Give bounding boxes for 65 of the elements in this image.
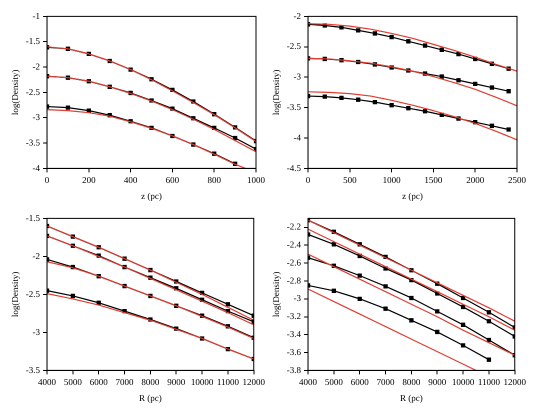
x-tick-label: 4000 [299,377,318,388]
y-tick-label: -2.6 [286,257,302,268]
x-tick-label: 7000 [116,377,134,388]
y-tick-label: -3.8 [286,364,302,375]
y-axis-title: log(Density) [10,70,20,116]
x-tick-label: 12000 [242,377,266,388]
x-tick-label: 8000 [402,377,421,388]
y-tick-label: -3.5 [286,102,302,112]
x-tick-label: 600 [166,175,180,186]
y-tick-label: -4 [294,132,302,142]
y-tick-label: -3 [294,293,302,304]
y-tick-label: -2.4 [286,240,302,250]
x-axis-title: z (pc) [402,190,423,201]
y-axis-title: log(Density) [270,272,281,318]
x-tick-label: 200 [82,175,96,186]
x-tick-label: 1000 [247,175,266,186]
y-tick-label: -3.5 [26,137,41,148]
y-tick-label: -2.5 [26,86,41,97]
y-tick-label: -2.2 [286,222,302,232]
x-axis-title: z (pc) [141,190,162,201]
x-tick-label: 800 [207,175,222,186]
x-axis-title: R (pc) [139,392,162,403]
y-tick-label: -3.5 [26,364,41,375]
y-axis-title: log(Density) [10,272,20,318]
y-axis-title: log(Density) [270,70,281,116]
x-tick-label: 9000 [167,377,186,388]
x-tick-label: 12000 [504,377,526,388]
x-axis-title: R (pc) [400,392,423,403]
y-tick-label: -2.5 [286,41,302,52]
y-tick-label: -1 [32,10,40,21]
x-tick-label: 11000 [478,377,500,388]
x-tick-label: 0 [44,175,50,186]
x-tick-label: 6000 [350,377,370,388]
y-tick-label: -4 [32,162,41,173]
x-tick-label: 8000 [141,377,160,388]
x-tick-label: 7000 [376,377,396,388]
x-tick-label: 500 [343,175,358,186]
x-tick-label: 5000 [324,377,344,388]
x-tick-label: 9000 [428,377,447,388]
y-tick-label: -2.8 [286,275,302,286]
y-tick-label: -3 [32,112,41,122]
x-tick-label: 4000 [38,377,57,388]
x-tick-label: 400 [124,175,138,186]
y-tick-label: -3 [32,326,41,337]
y-tick-label: -2 [294,10,302,21]
y-tick-label: -2 [32,61,40,72]
x-tick-label: 11000 [216,377,240,388]
x-tick-label: 5000 [64,377,82,388]
y-tick-label: -1.5 [26,36,41,46]
y-tick-label: -3.2 [286,311,302,322]
y-tick-label: -3.6 [286,346,302,357]
y-tick-label: -3.4 [286,328,302,339]
x-tick-label: 2500 [508,175,526,186]
x-tick-label: 6000 [90,377,108,388]
y-tick-label: -4.5 [286,162,302,173]
x-tick-label: 0 [306,175,311,186]
x-tick-label: 10000 [190,377,214,388]
x-tick-label: 1500 [424,175,443,186]
y-tick-label: -2 [32,250,40,261]
x-tick-label: 10000 [452,377,475,388]
y-tick-label: -3 [294,72,302,82]
x-tick-label: 2000 [466,175,485,186]
x-tick-label: 1000 [382,175,402,186]
y-tick-label: -1.5 [26,212,41,223]
y-tick-label: -2.5 [26,288,41,299]
